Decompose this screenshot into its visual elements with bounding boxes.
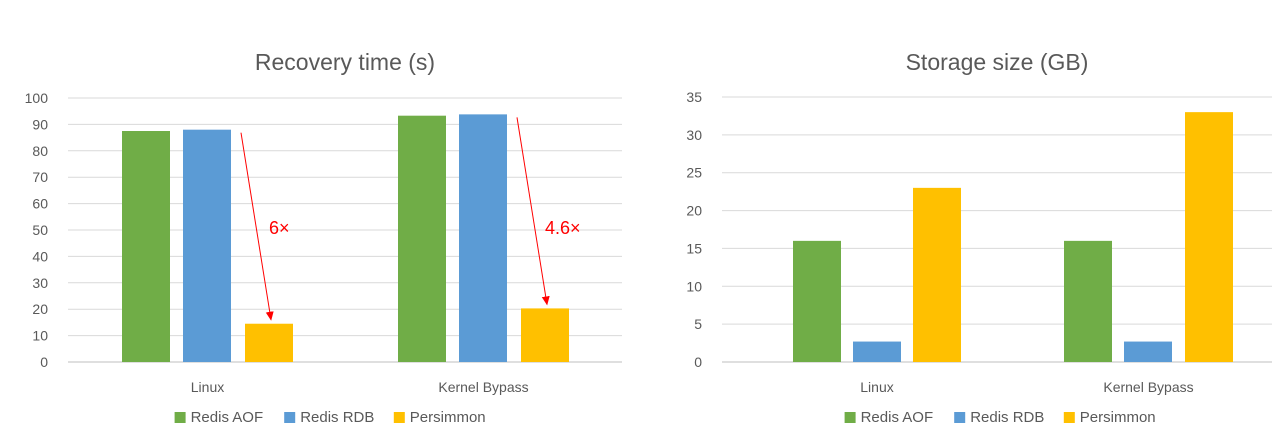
bar-redis-rdb-kernel-bypass (459, 114, 507, 362)
bar-redis-rdb-linux (183, 129, 231, 362)
y-tick-label: 0 (694, 354, 702, 370)
y-tick-label: 0 (40, 354, 48, 370)
bar-redis-aof-kernel-bypass (398, 115, 446, 362)
storage-size-chart: Storage size (GB) 0 5 10 15 20 25 30 35 Linux Kern… (686, 49, 1272, 426)
y-tick-label: 30 (32, 275, 48, 291)
legend-label-redis-aof: Redis AOF (191, 409, 264, 426)
y-tick-label: 30 (686, 127, 702, 143)
speedup-arrow-kernel-bypass (516, 117, 550, 306)
legend-swatch-persimmon (1063, 412, 1075, 423)
y-tick-label: 90 (32, 116, 48, 132)
bar-redis-rdb-linux (853, 341, 901, 362)
y-tick-label: 25 (686, 165, 702, 181)
speedup-label-linux: 6× (269, 218, 290, 238)
y-tick-label: 10 (686, 278, 702, 294)
y-tick-label: 5 (694, 316, 702, 332)
bar-persimmon-linux (913, 187, 961, 362)
y-tick-label: 80 (32, 143, 48, 159)
bar-persimmon-linux (245, 323, 293, 362)
y-tick-label: 60 (32, 196, 48, 212)
legend: Redis AOF Redis RDB Persimmon (844, 409, 1156, 426)
y-tick-label: 20 (686, 203, 702, 219)
y-tick-label: 40 (32, 248, 48, 264)
y-tick-label: 100 (25, 90, 49, 106)
x-tick-label: Kernel Bypass (438, 379, 528, 395)
bar-redis-aof-linux (793, 240, 841, 362)
legend-swatch-redis-aof (844, 412, 856, 423)
speedup-arrow-linux (240, 132, 274, 321)
legend-swatch-redis-aof (174, 412, 186, 423)
legend-label-redis-rdb: Redis RDB (970, 409, 1044, 426)
legend-swatch-redis-rdb (954, 412, 966, 423)
bar-persimmon-kernel-bypass (1185, 112, 1233, 363)
y-tick-label: 50 (32, 222, 48, 238)
y-tick-label: 35 (686, 89, 702, 105)
x-tick-label: Linux (860, 379, 893, 395)
legend-label-redis-aof: Redis AOF (861, 409, 934, 426)
legend-swatch-redis-rdb (284, 412, 296, 423)
speedup-label-kernel-bypass: 4.6× (545, 218, 581, 238)
bar-redis-aof-linux (122, 131, 170, 362)
legend-swatch-persimmon (393, 412, 405, 423)
y-tick-label: 10 (32, 328, 48, 344)
legend-label-persimmon: Persimmon (410, 409, 486, 426)
legend: Redis AOF Redis RDB Persimmon (174, 409, 486, 426)
y-tick-label: 15 (686, 240, 702, 256)
x-tick-label: Linux (191, 379, 224, 395)
bar-redis-aof-kernel-bypass (1064, 240, 1112, 362)
legend-label-persimmon: Persimmon (1080, 409, 1156, 426)
y-tick-label: 20 (32, 301, 48, 317)
chart-title: Storage size (GB) (906, 49, 1089, 75)
chart-title: Recovery time (s) (255, 49, 435, 75)
bar-persimmon-kernel-bypass (521, 308, 569, 362)
x-tick-label: Kernel Bypass (1103, 379, 1193, 395)
legend-label-redis-rdb: Redis RDB (300, 409, 374, 426)
y-tick-label: 70 (32, 169, 48, 185)
recovery-time-chart: Recovery time (s) 0 10 20 30 40 50 60 70 80 90 100 L… (25, 49, 622, 426)
bar-redis-rdb-kernel-bypass (1124, 341, 1172, 362)
